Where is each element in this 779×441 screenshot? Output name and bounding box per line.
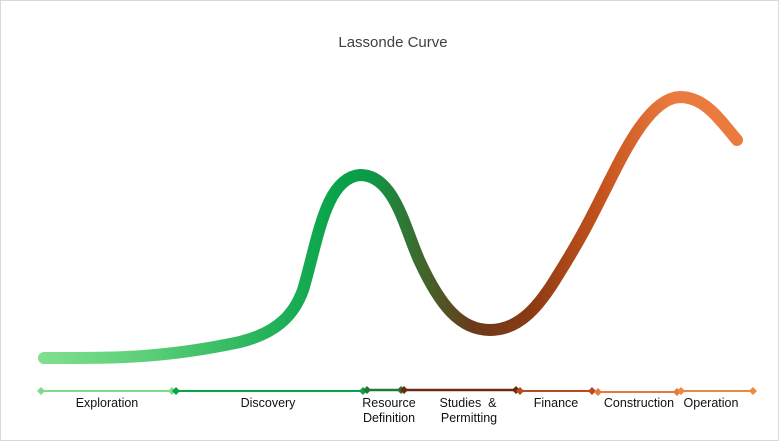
stage-labels: Exploration Discovery Resource Definitio… — [76, 396, 739, 425]
stage-label-finance: Finance — [534, 396, 579, 410]
stage-label-operation: Operation — [684, 396, 739, 410]
marker — [363, 386, 371, 394]
stage-label-construction: Construction — [604, 396, 674, 410]
stage-label-exploration: Exploration — [76, 396, 139, 410]
lassonde-curve — [38, 91, 743, 365]
stage-label-discovery: Discovery — [241, 396, 297, 410]
diagram-title: Lassonde Curve — [338, 34, 447, 51]
stage-label-studies-permitting-line2: Permitting — [441, 411, 497, 425]
marker — [37, 387, 45, 395]
marker — [172, 387, 180, 395]
marker — [594, 388, 602, 396]
timeline-markers — [37, 386, 757, 396]
marker — [677, 387, 685, 395]
stage-label-studies-permitting-line1: Studies & — [440, 396, 498, 410]
marker — [588, 387, 596, 395]
marker — [400, 386, 408, 394]
stage-label-resource-definition-line2: Definition — [363, 411, 415, 425]
marker — [516, 387, 524, 395]
marker — [749, 387, 757, 395]
stage-label-resource-definition-line1: Resource — [362, 396, 416, 410]
stage-timeline — [37, 386, 757, 396]
